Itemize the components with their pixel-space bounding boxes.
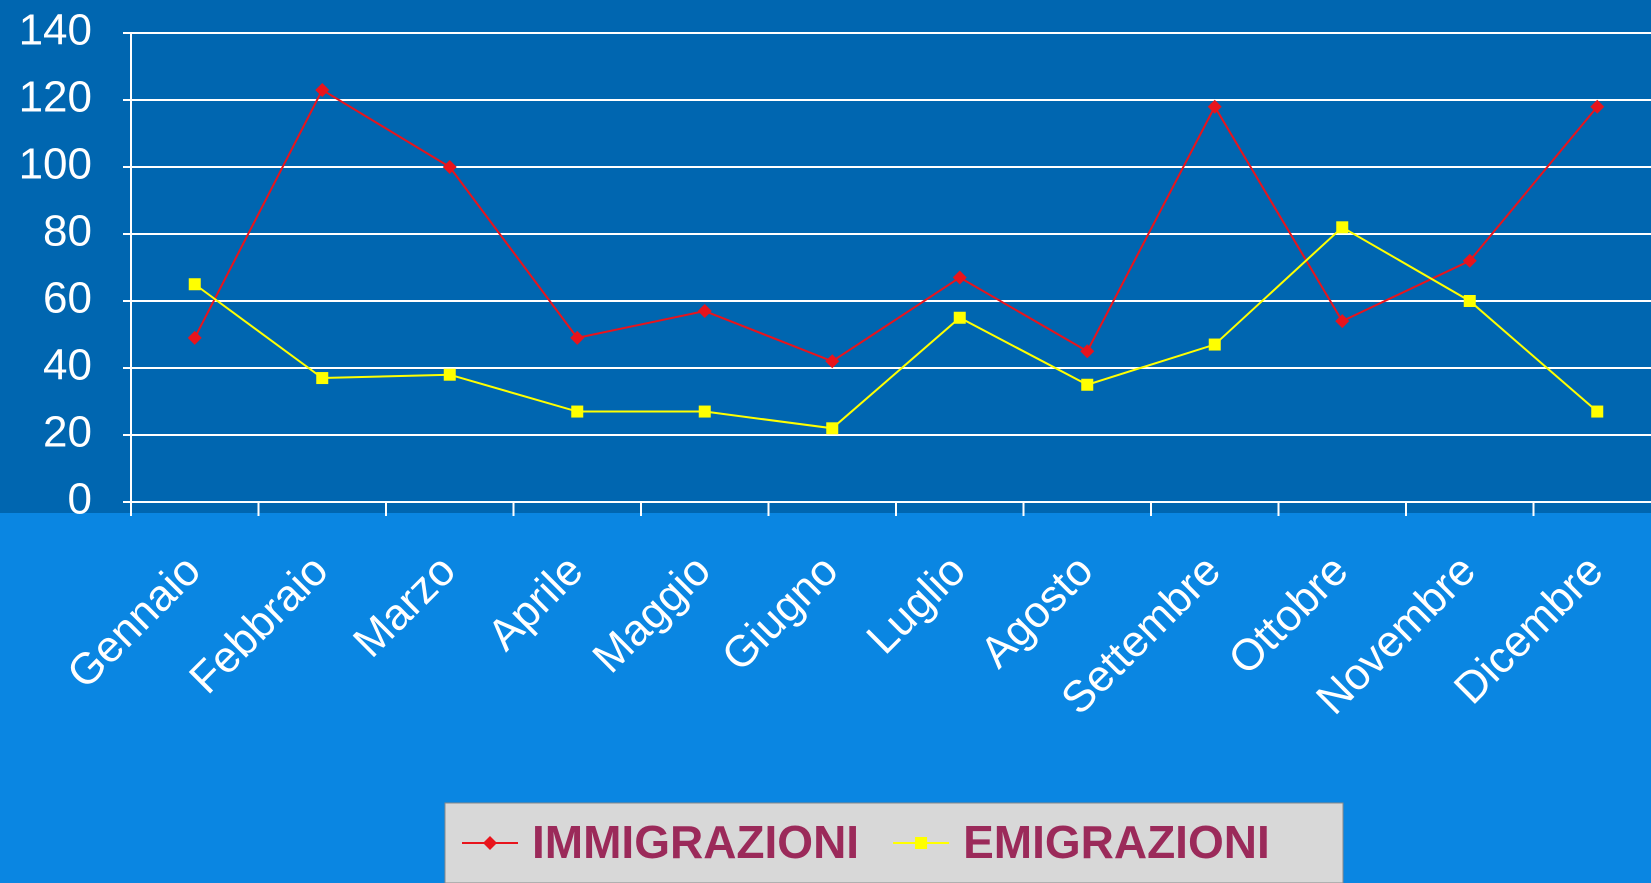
chart: IMMIGRAZIONI EMIGRAZIONI 0 20 40 60 80 100 120 1… xyxy=(0,0,1651,883)
marker xyxy=(444,369,456,381)
marker xyxy=(1081,379,1093,391)
page: {"chart_data": {"type": "line", "categor… xyxy=(0,0,1651,883)
y-tick-label: 20 xyxy=(43,408,92,457)
y-tick-label: 80 xyxy=(43,207,92,256)
marker xyxy=(699,406,711,418)
marker xyxy=(915,837,927,849)
y-tick-label: 40 xyxy=(43,341,92,390)
marker xyxy=(1591,406,1603,418)
marker xyxy=(189,278,201,290)
legend: IMMIGRAZIONI EMIGRAZIONI xyxy=(445,803,1343,883)
marker xyxy=(1464,295,1476,307)
plot-background xyxy=(0,0,1651,513)
y-tick-label: 60 xyxy=(43,274,92,323)
y-tick-label: 140 xyxy=(19,6,92,55)
legend-label: IMMIGRAZIONI xyxy=(532,816,859,868)
marker xyxy=(571,406,583,418)
marker xyxy=(954,312,966,324)
y-tick-label: 0 xyxy=(68,475,92,524)
marker xyxy=(1209,339,1221,351)
y-tick-label: 100 xyxy=(19,140,92,189)
y-tick-label: 120 xyxy=(19,73,92,122)
marker xyxy=(316,372,328,384)
legend-label: EMIGRAZIONI xyxy=(963,816,1270,868)
marker xyxy=(1336,221,1348,233)
marker xyxy=(826,422,838,434)
